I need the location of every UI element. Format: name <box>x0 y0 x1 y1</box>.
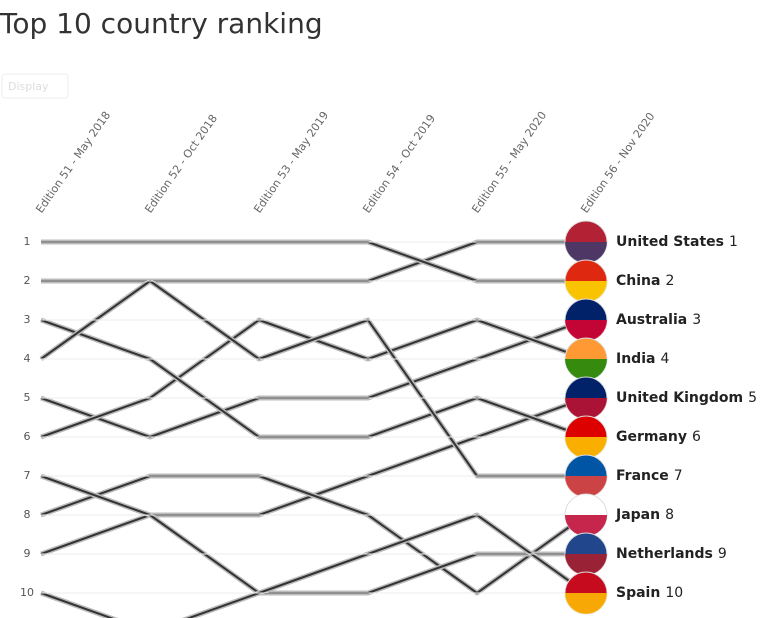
x-tick-label: Edition 56 - Nov 2020 <box>578 110 657 215</box>
x-tick-label: Edition 54 - Oct 2019 <box>360 112 438 215</box>
y-tick-label: 1 <box>24 235 31 248</box>
line-halo <box>41 239 586 284</box>
flag-detail <box>565 554 607 575</box>
rank-label: 5 <box>748 390 757 406</box>
y-tick-label: 2 <box>24 274 31 287</box>
line-halo <box>41 239 586 284</box>
display-button-label[interactable]: Display <box>8 80 49 93</box>
series-line <box>41 241 586 282</box>
rank-label: 1 <box>729 234 738 250</box>
flag-detail <box>565 515 607 536</box>
display-button[interactable] <box>1 73 69 99</box>
rank-label: 10 <box>665 585 683 601</box>
y-tick-label: 3 <box>24 313 31 326</box>
x-tick-label: Edition 52 - Oct 2018 <box>142 112 220 215</box>
y-tick-label: 9 <box>24 547 31 560</box>
rank-label: 7 <box>674 468 683 484</box>
flag-detail <box>565 281 607 302</box>
rank-label: 6 <box>692 429 701 445</box>
chart-title: Top 10 country ranking <box>0 7 323 40</box>
rank-label: 4 <box>660 351 669 367</box>
flag-detail <box>565 593 607 614</box>
flag-detail <box>565 437 607 458</box>
y-tick-label: 5 <box>24 391 31 404</box>
legend-label: Netherlands <box>616 546 713 562</box>
legend-label: United Kingdom <box>616 390 743 406</box>
legend-label: India <box>616 351 655 367</box>
legend-label: Japan <box>615 507 660 523</box>
series-line <box>40 514 587 618</box>
flag-detail <box>565 320 607 341</box>
y-tick-label: 8 <box>24 508 31 521</box>
line-halo <box>39 278 586 479</box>
series-line <box>40 280 586 477</box>
legend-label: France <box>616 468 669 484</box>
flag-detail <box>565 242 607 263</box>
lines <box>39 239 588 618</box>
y-tick-label: 7 <box>24 469 31 482</box>
legend-label: Germany <box>616 429 687 445</box>
x-tick-label: Edition 53 - May 2019 <box>251 109 331 215</box>
legend-label: Australia <box>616 312 687 328</box>
flag-detail <box>565 476 607 497</box>
series-line <box>40 475 587 594</box>
legend-label: United States <box>616 234 724 250</box>
x-tick-label: Edition 55 - May 2020 <box>469 109 549 215</box>
rank-label: 8 <box>665 507 674 523</box>
rank-label: 2 <box>665 273 674 289</box>
legend-label: China <box>616 273 660 289</box>
line-halo <box>40 512 588 618</box>
y-tick-label: 4 <box>24 352 31 365</box>
series-line <box>41 241 586 282</box>
y-tick-label: 10 <box>20 586 34 599</box>
x-tick-label: Edition 51 - May 2018 <box>33 109 113 215</box>
flag-detail <box>565 359 607 380</box>
flag-detail <box>565 398 607 419</box>
y-tick-label: 6 <box>24 430 31 443</box>
rank-label: 3 <box>692 312 701 328</box>
legend-label: Spain <box>616 585 660 601</box>
rank-label: 9 <box>718 546 727 562</box>
